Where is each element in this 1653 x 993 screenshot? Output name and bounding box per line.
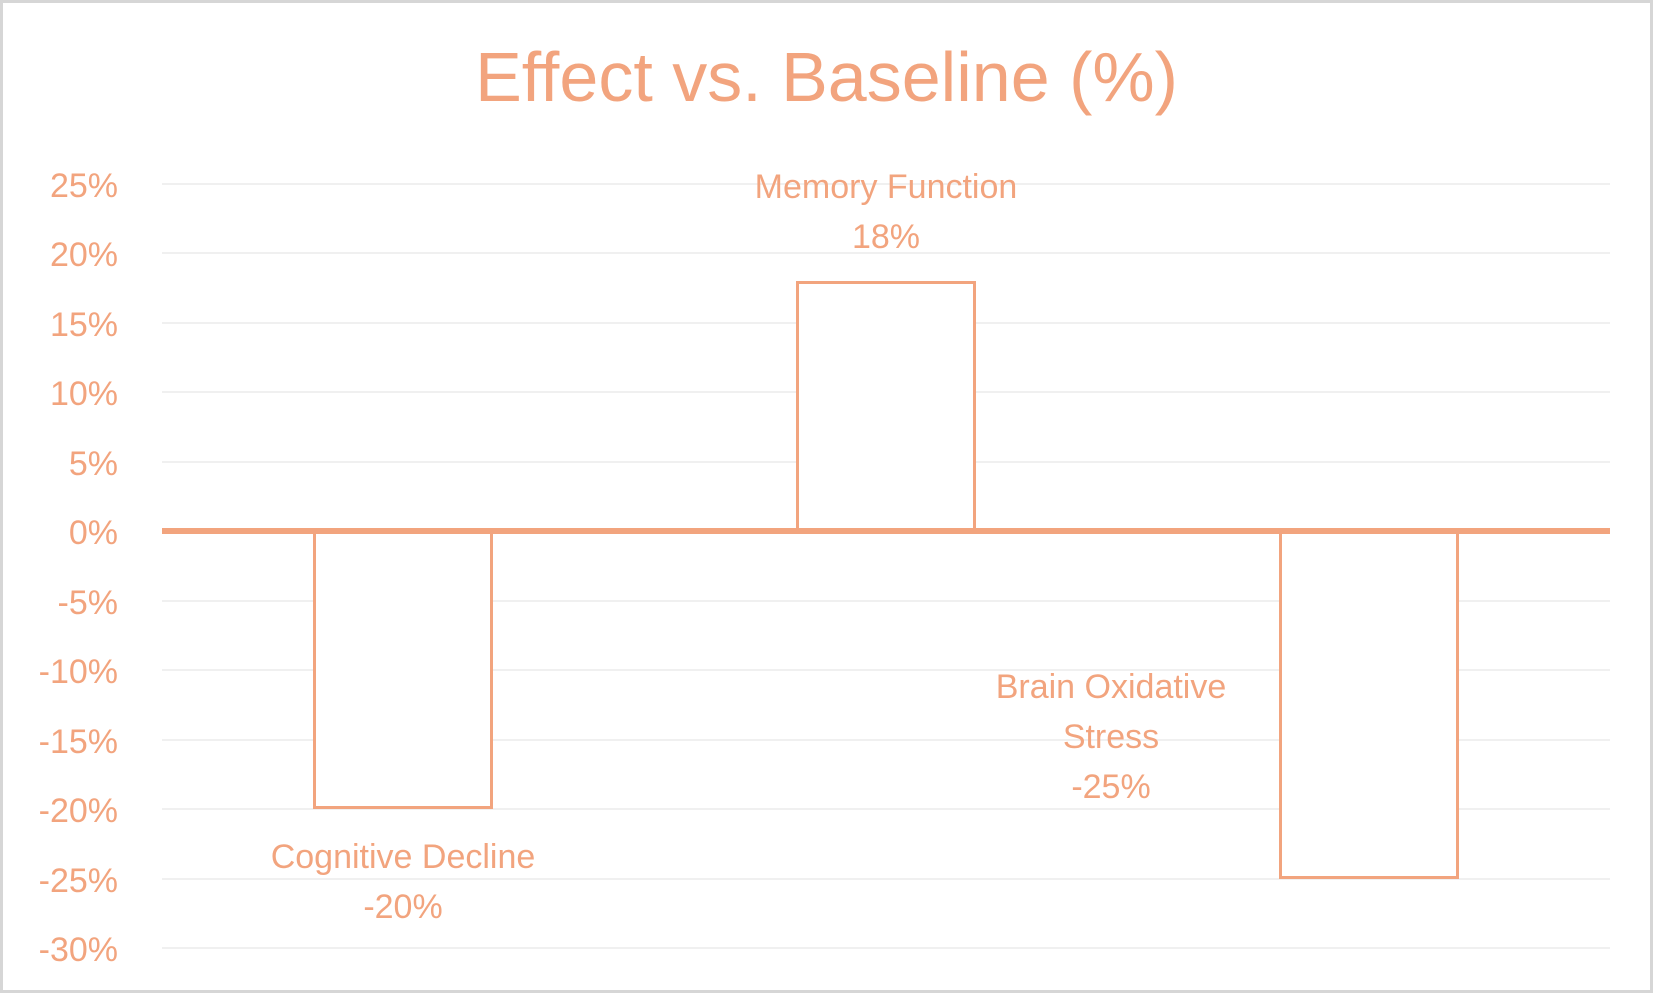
bar-memory-function bbox=[796, 281, 976, 532]
data-label-cognitive-decline: Cognitive Decline -20% bbox=[248, 832, 558, 932]
data-label-value: 18% bbox=[851, 218, 921, 256]
plot-area: 25% 20% 15% 10% 5% 0% -5% -10% -15% -20% -25% -30% C… bbox=[3, 3, 1650, 990]
y-axis-tick-label: 5% bbox=[68, 444, 118, 483]
gridline bbox=[162, 599, 1610, 602]
y-axis-tick-label: -30% bbox=[38, 931, 118, 969]
gridline bbox=[162, 947, 1610, 949]
y-axis-tick-label: 0% bbox=[68, 514, 118, 553]
data-label-value: -25% bbox=[1071, 768, 1151, 806]
y-axis-tick-label: 15% bbox=[49, 305, 118, 344]
data-label-category: Brain Oxidative Stress bbox=[995, 668, 1227, 756]
zero-baseline-axis bbox=[162, 528, 1610, 535]
y-axis-tick-label: -25% bbox=[38, 861, 118, 900]
data-label-category: Cognitive Decline bbox=[270, 838, 536, 876]
y-axis-tick-label: 25% bbox=[49, 167, 118, 205]
gridline bbox=[162, 252, 1610, 255]
y-axis-tick-label: -20% bbox=[38, 792, 118, 831]
y-axis-tick-label: -5% bbox=[57, 583, 118, 622]
bar-brain-oxidative-stress bbox=[1278, 531, 1459, 879]
bar-cognitive-decline bbox=[313, 531, 494, 810]
gridline bbox=[162, 808, 1610, 811]
data-label-value: -20% bbox=[363, 888, 443, 926]
gridline bbox=[162, 738, 1610, 741]
chart-title: Effect vs. Baseline (%) bbox=[475, 38, 1178, 116]
data-label-memory-function: Memory Function 18% bbox=[731, 162, 1041, 262]
gridline bbox=[162, 183, 1610, 185]
gridline bbox=[162, 669, 1610, 672]
data-label-category: Memory Function bbox=[754, 168, 1018, 206]
y-axis-tick-label: -10% bbox=[38, 653, 118, 692]
y-axis-tick-label: -15% bbox=[38, 722, 118, 761]
data-label-brain-oxidative-stress: Brain Oxidative Stress -25% bbox=[956, 662, 1266, 812]
y-axis-tick-label: 10% bbox=[49, 375, 118, 414]
gridline bbox=[162, 877, 1610, 880]
y-axis-tick-label: 20% bbox=[49, 236, 118, 275]
